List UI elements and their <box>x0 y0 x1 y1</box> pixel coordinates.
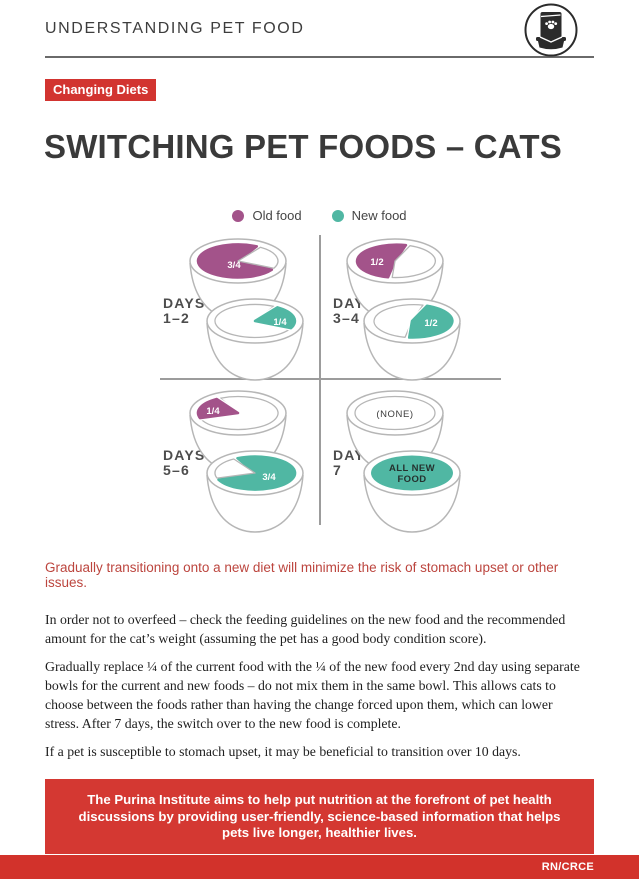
pet-food-bag-bowl-icon <box>523 2 579 63</box>
svg-text:3/4: 3/4 <box>262 472 276 483</box>
bowl-old-food-q1: 3/4 <box>188 237 288 327</box>
svg-text:FOOD: FOOD <box>397 474 426 485</box>
legend-item-old-food: Old food <box>232 208 302 223</box>
diagram-vertical-divider <box>319 235 321 525</box>
legend-new-label: New food <box>351 208 407 223</box>
svg-text:(NONE): (NONE) <box>376 409 413 420</box>
category-badge: Changing Diets <box>45 79 157 101</box>
header-title: UNDERSTANDING PET FOOD <box>45 20 305 37</box>
paragraph-stomach-upset: If a pet is susceptible to stomach upset… <box>45 744 521 759</box>
footer-bar: RN/CRCE <box>0 855 639 879</box>
header: UNDERSTANDING PET FOOD <box>45 0 594 58</box>
transition-diagram: DAYS 1–2 3/4 1/4 DAYS 3–4 <box>0 232 639 544</box>
svg-text:1/2: 1/2 <box>424 318 437 329</box>
paragraph-overfeed: In order not to overfeed – check the fee… <box>45 612 566 646</box>
bowl-new-food-q1: 1/4 <box>205 297 305 387</box>
page-title: SWITCHING PET FOODS – CATS <box>44 128 562 165</box>
day-label-q4: DAY 7 <box>333 447 365 478</box>
svg-text:3/4: 3/4 <box>227 260 241 271</box>
day-label-q3: DAYS 5–6 <box>163 447 206 478</box>
paragraph-replace-quarter: Gradually replace ¼ of the current food … <box>45 659 580 731</box>
svg-text:1/2: 1/2 <box>370 257 383 268</box>
svg-text:1/4: 1/4 <box>273 317 287 328</box>
diagram-horizontal-divider <box>160 378 501 380</box>
body-copy: In order not to overfeed – check the fee… <box>45 610 589 761</box>
purina-institute-callout: The Purina Institute aims to help put nu… <box>45 779 594 854</box>
old-food-dot-icon <box>232 209 245 222</box>
intro-statement: Gradually transitioning onto a new diet … <box>45 560 559 590</box>
bowl-new-food-q4-full: ALL NEW FOOD <box>362 449 462 539</box>
legend-old-label: Old food <box>252 208 302 223</box>
svg-text:ALL NEW: ALL NEW <box>389 463 435 474</box>
bowl-new-food-q2: 1/2 <box>362 297 462 387</box>
new-food-dot-icon <box>331 209 344 222</box>
footer-code: RN/CRCE <box>541 861 594 873</box>
svg-text:1/4: 1/4 <box>206 406 220 417</box>
bowl-new-food-q3: 3/4 <box>205 449 305 539</box>
legend-item-new-food: New food <box>331 208 407 223</box>
legend: Old food New food <box>0 208 639 223</box>
day-label-q1: DAYS 1–2 <box>163 295 206 326</box>
